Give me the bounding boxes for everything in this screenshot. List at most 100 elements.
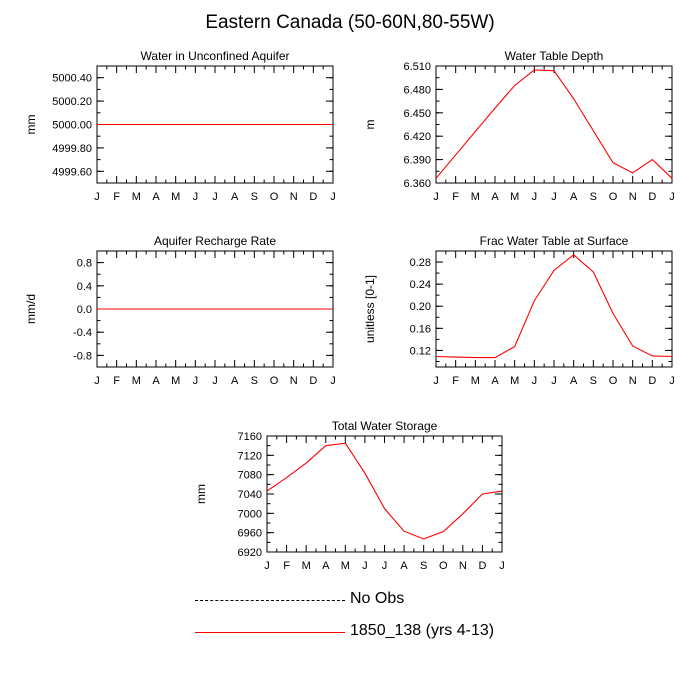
x-tick-label: F <box>113 191 120 203</box>
y-tick-label: 7120 <box>238 450 262 462</box>
x-tick-label: A <box>491 375 499 387</box>
x-tick-label: D <box>309 375 317 387</box>
y-axis-label: mm/d <box>24 294 38 324</box>
x-tick-label: A <box>231 375 239 387</box>
y-tick-label: -0.4 <box>73 327 92 339</box>
y-tick-label: 0.24 <box>410 279 431 291</box>
y-tick-label: 6.420 <box>403 131 431 143</box>
x-tick-label: O <box>270 191 279 203</box>
x-tick-label: O <box>270 375 279 387</box>
x-tick-label: F <box>113 375 120 387</box>
x-tick-label: N <box>459 560 467 572</box>
x-tick-label: J <box>551 375 557 387</box>
y-tick-label: 5000.00 <box>52 120 92 132</box>
y-tick-label: 7080 <box>238 470 262 482</box>
x-tick-label: N <box>290 375 298 387</box>
x-tick-label: O <box>609 375 618 387</box>
x-tick-label: A <box>152 191 160 203</box>
legend-swatch-obs <box>195 600 345 601</box>
y-tick-label: 0.28 <box>410 257 431 269</box>
x-tick-label: J <box>94 375 100 387</box>
x-tick-label: J <box>499 560 505 572</box>
y-axis-label: mm <box>24 115 38 135</box>
x-tick-label: J <box>551 191 557 203</box>
x-tick-label: S <box>590 375 597 387</box>
panel-title: Total Water Storage <box>332 419 438 433</box>
legend-label-obs: No Obs <box>350 590 405 607</box>
legend-swatch-model <box>195 632 345 633</box>
x-tick-label: D <box>478 560 486 572</box>
y-tick-label: 6.510 <box>403 61 431 73</box>
y-tick-label: 7160 <box>238 431 262 443</box>
x-tick-label: J <box>330 375 336 387</box>
x-tick-label: D <box>648 375 656 387</box>
y-axis-label: m <box>363 120 377 130</box>
x-tick-label: J <box>264 560 270 572</box>
y-tick-label: 0.20 <box>410 301 431 313</box>
panel-title: Aquifer Recharge Rate <box>154 234 276 248</box>
y-tick-label: 4999.60 <box>52 166 92 178</box>
series-line-model <box>435 69 673 179</box>
x-tick-label: N <box>629 375 637 387</box>
y-tick-label: 0.4 <box>77 281 92 293</box>
plot-frame <box>266 435 503 553</box>
x-tick-label: A <box>570 375 578 387</box>
x-tick-label: A <box>152 375 160 387</box>
series-line-model <box>435 254 673 359</box>
panel-4: Frac Water Table at Surface unitless [0-1… <box>363 234 675 387</box>
plot-frame <box>435 65 673 184</box>
x-tick-label: D <box>648 191 656 203</box>
y-tick-label: 5000.20 <box>52 96 92 108</box>
x-tick-label: M <box>302 560 311 572</box>
y-tick-label: 6.360 <box>403 178 431 190</box>
y-axis-label: unitless [0-1] <box>363 275 377 343</box>
panel-title: Frac Water Table at Surface <box>480 234 629 248</box>
x-tick-label: J <box>362 560 368 572</box>
y-tick-label: 5000.40 <box>52 73 92 85</box>
x-tick-label: S <box>590 191 597 203</box>
x-tick-label: N <box>290 191 298 203</box>
y-tick-label: -0.8 <box>73 350 92 362</box>
x-tick-label: A <box>491 191 499 203</box>
y-tick-label: 0.12 <box>410 345 431 357</box>
x-tick-label: O <box>439 560 448 572</box>
x-tick-label: S <box>251 191 258 203</box>
x-tick-label: F <box>452 375 459 387</box>
y-tick-label: 0.0 <box>77 304 92 316</box>
figure-title: Eastern Canada (50-60N,80-55W) <box>205 12 495 33</box>
y-tick-label: 4999.80 <box>52 143 92 155</box>
y-tick-label: 7000 <box>238 508 262 520</box>
x-tick-label: M <box>341 560 350 572</box>
x-tick-label: M <box>171 191 180 203</box>
x-tick-label: S <box>251 375 258 387</box>
x-tick-label: J <box>212 191 218 203</box>
x-tick-label: J <box>94 191 100 203</box>
x-tick-label: J <box>433 191 439 203</box>
x-tick-label: J <box>193 375 199 387</box>
x-tick-label: M <box>171 375 180 387</box>
x-tick-label: J <box>532 191 538 203</box>
x-tick-label: J <box>193 191 199 203</box>
y-tick-label: 0.8 <box>77 258 92 270</box>
x-tick-label: F <box>452 191 459 203</box>
y-axis-label: mm <box>194 484 208 504</box>
x-tick-label: J <box>212 375 218 387</box>
x-tick-label: O <box>609 191 618 203</box>
y-tick-label: 6920 <box>238 547 262 559</box>
x-tick-label: S <box>420 560 427 572</box>
y-tick-label: 6.390 <box>403 155 431 167</box>
x-tick-label: J <box>330 191 336 203</box>
x-tick-label: J <box>382 560 388 572</box>
y-tick-label: 6.450 <box>403 108 431 120</box>
y-tick-label: 6.480 <box>403 84 431 96</box>
x-tick-label: A <box>231 191 239 203</box>
y-tick-label: 6960 <box>238 528 262 540</box>
x-tick-label: M <box>471 375 480 387</box>
panel-title: Water in Unconfined Aquifer <box>141 49 290 63</box>
x-tick-label: J <box>669 375 675 387</box>
y-tick-label: 0.16 <box>410 323 431 335</box>
